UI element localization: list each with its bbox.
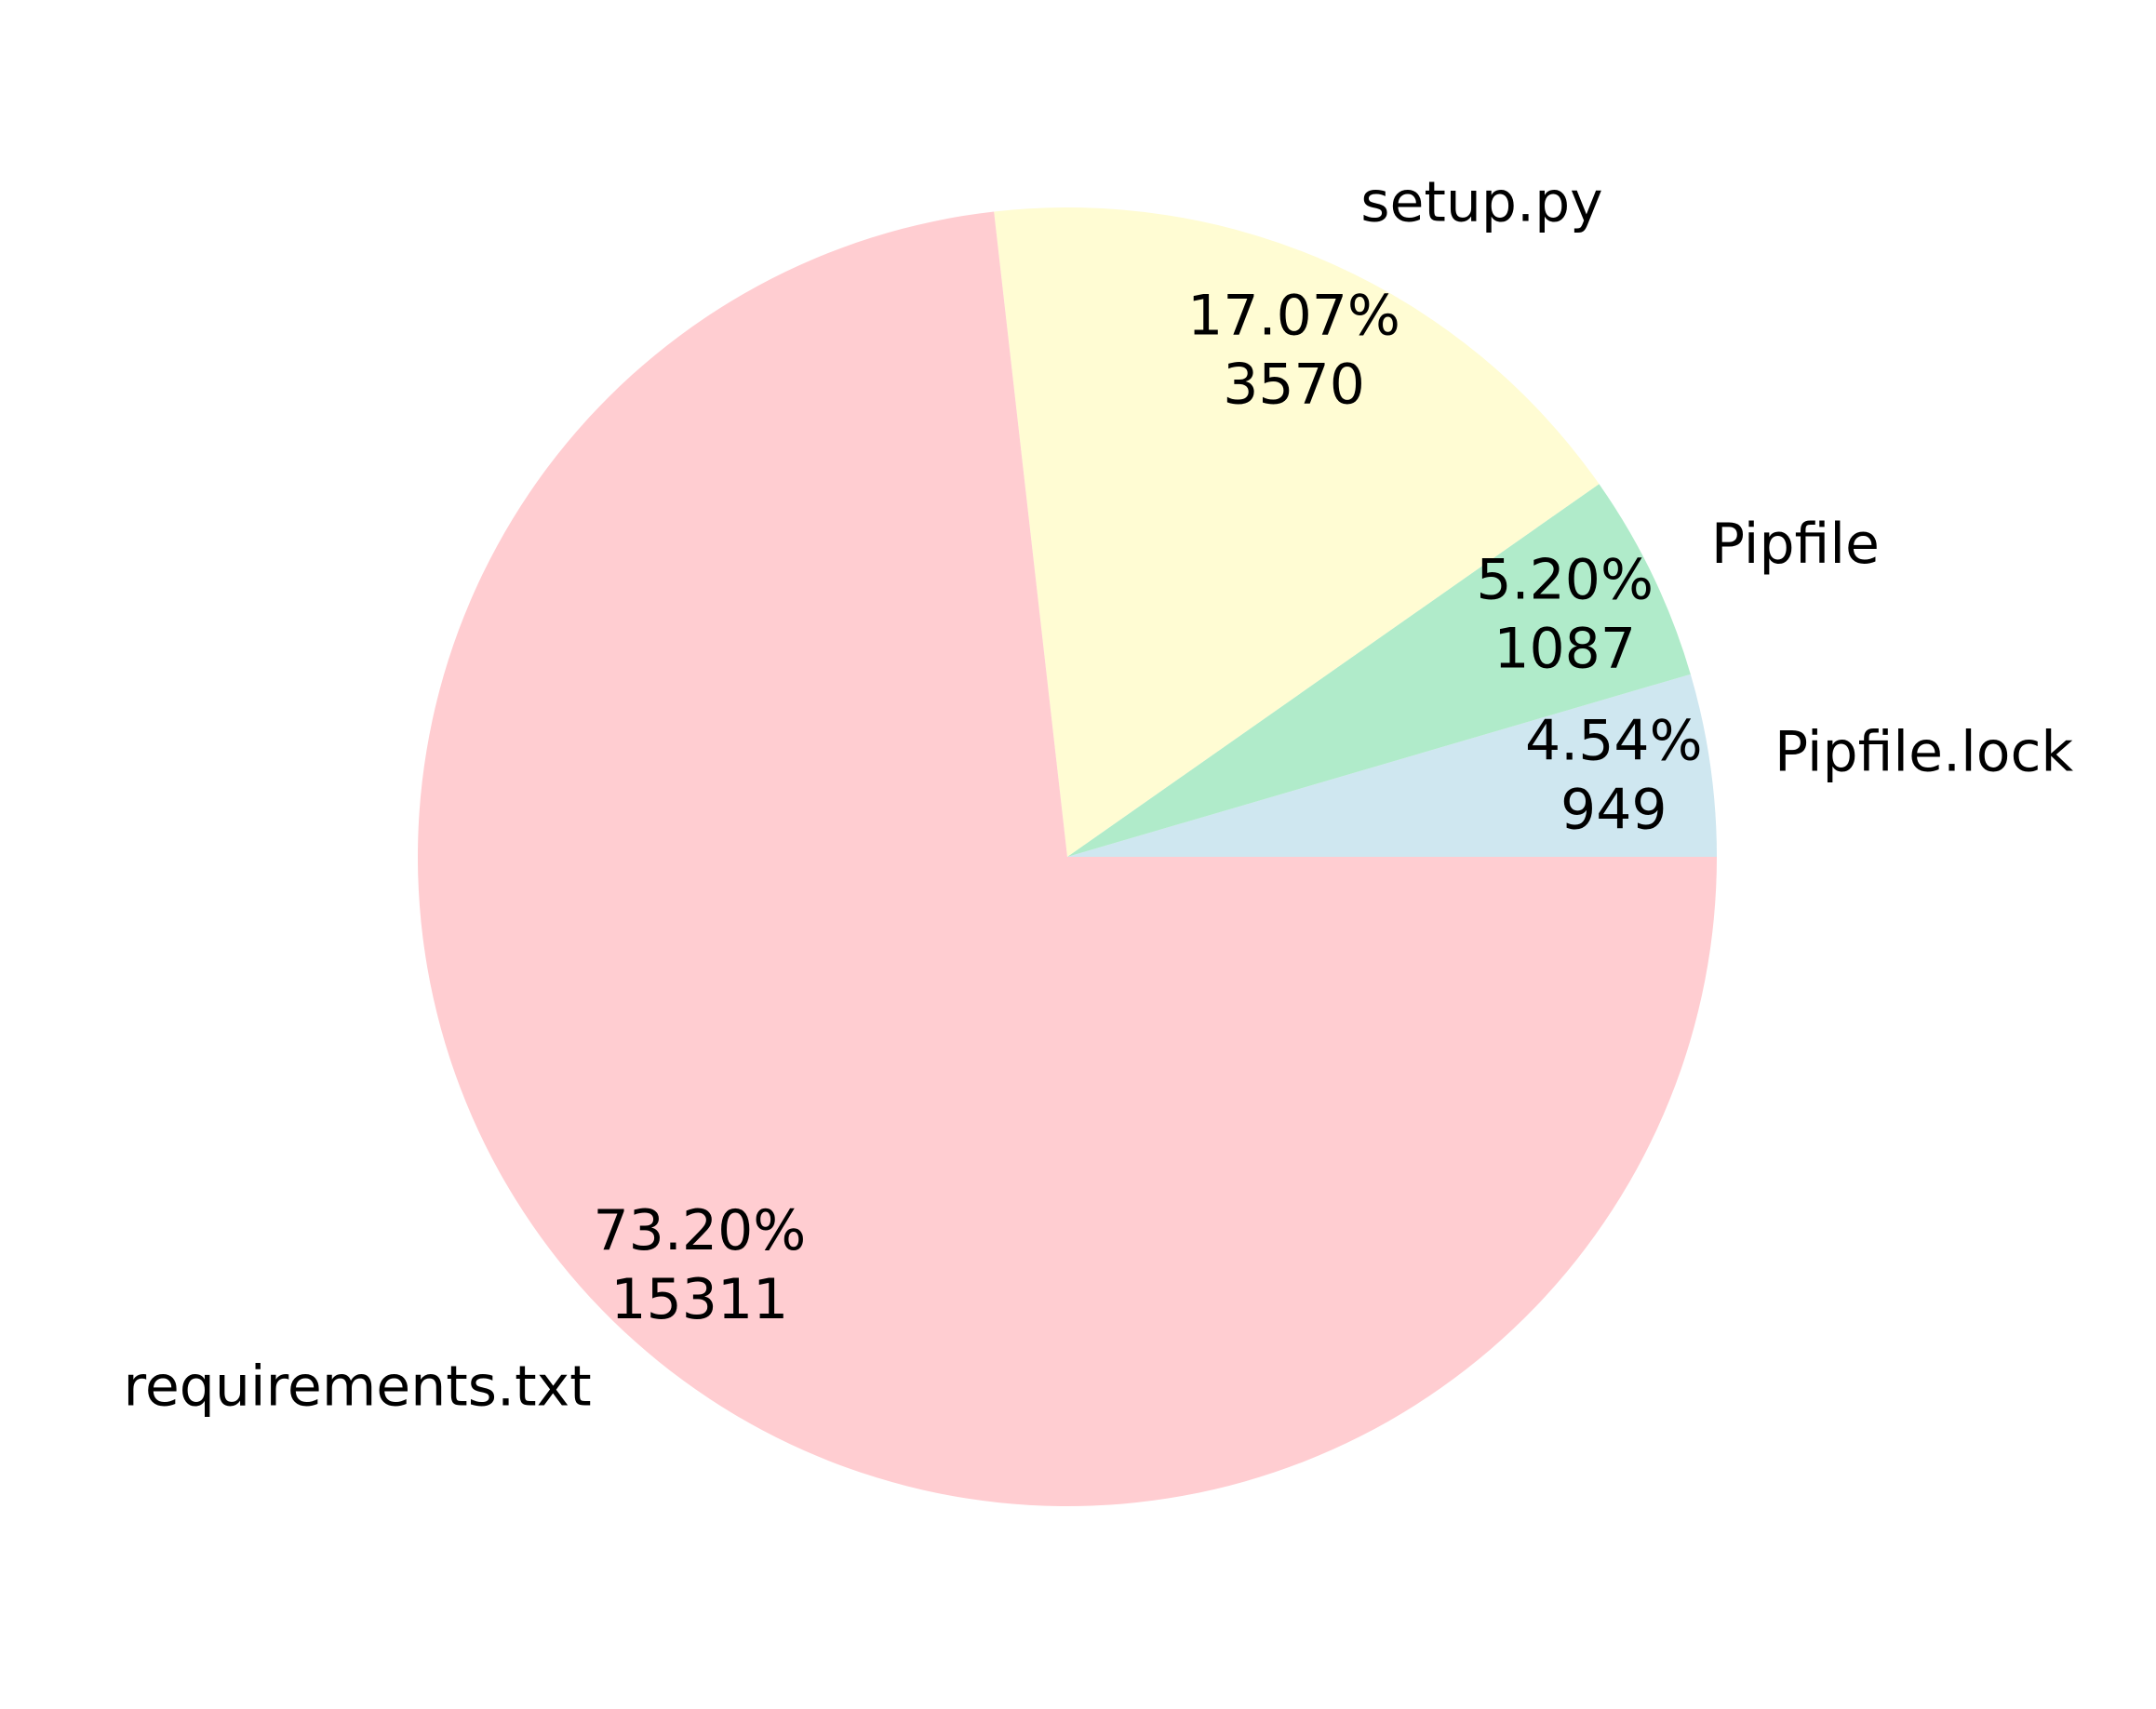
pie-slice-setup-py <box>994 207 1600 858</box>
count-label-pipfile-lock: 949 <box>1560 777 1667 842</box>
pie-slice-pipfile-lock <box>1067 674 1717 857</box>
category-label-requirements-txt: requirements.txt <box>124 1354 592 1419</box>
percent-label-pipfile-lock: 4.54% <box>1525 708 1703 773</box>
pie-slice-requirements-txt <box>418 211 1718 1507</box>
pie-slices <box>418 207 1718 1507</box>
pie-labels: Pipfile.lock 4.54%949 Pipfile 5.20%1087 setu… <box>124 169 2074 1419</box>
percent-label-setup-py: 17.07% <box>1187 284 1400 349</box>
count-label-setup-py: 3570 <box>1223 353 1365 418</box>
count-label-requirements-txt: 15311 <box>610 1267 788 1332</box>
category-label-setup-py: setup.py <box>1360 169 1602 234</box>
pie-slice-pipfile <box>1067 484 1691 857</box>
percent-label-requirements-txt: 73.20% <box>593 1198 806 1263</box>
category-label-pipfile: Pipfile <box>1711 512 1880 577</box>
count-label-pipfile: 1087 <box>1493 616 1636 681</box>
category-label-pipfile-lock: Pipfile.lock <box>1774 720 2073 785</box>
percent-label-pipfile: 5.20% <box>1476 547 1654 612</box>
